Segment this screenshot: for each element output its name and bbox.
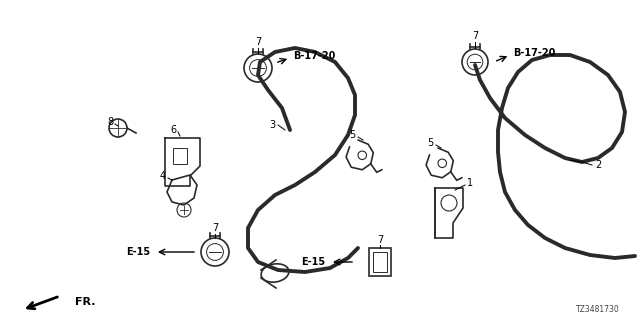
Bar: [173, 148, 187, 164]
Text: FR.: FR.: [75, 297, 95, 307]
Text: 4: 4: [160, 171, 166, 181]
Text: 6: 6: [170, 125, 176, 135]
Text: 5: 5: [427, 138, 433, 148]
Text: 8: 8: [107, 117, 113, 127]
Text: 7: 7: [255, 37, 261, 47]
Text: 7: 7: [212, 223, 218, 233]
Text: 5: 5: [349, 130, 355, 140]
Text: TZ3481730: TZ3481730: [576, 305, 620, 314]
Bar: [369, 248, 391, 276]
Text: 3: 3: [269, 120, 275, 130]
Text: B-17-20: B-17-20: [293, 51, 335, 61]
Bar: [373, 252, 387, 272]
Text: E-15: E-15: [301, 257, 325, 267]
Text: 7: 7: [472, 31, 478, 41]
Text: 1: 1: [467, 178, 473, 188]
Text: B-17-20: B-17-20: [513, 48, 556, 58]
Text: 2: 2: [595, 160, 601, 170]
Text: E-15: E-15: [126, 247, 150, 257]
Text: 7: 7: [377, 235, 383, 245]
